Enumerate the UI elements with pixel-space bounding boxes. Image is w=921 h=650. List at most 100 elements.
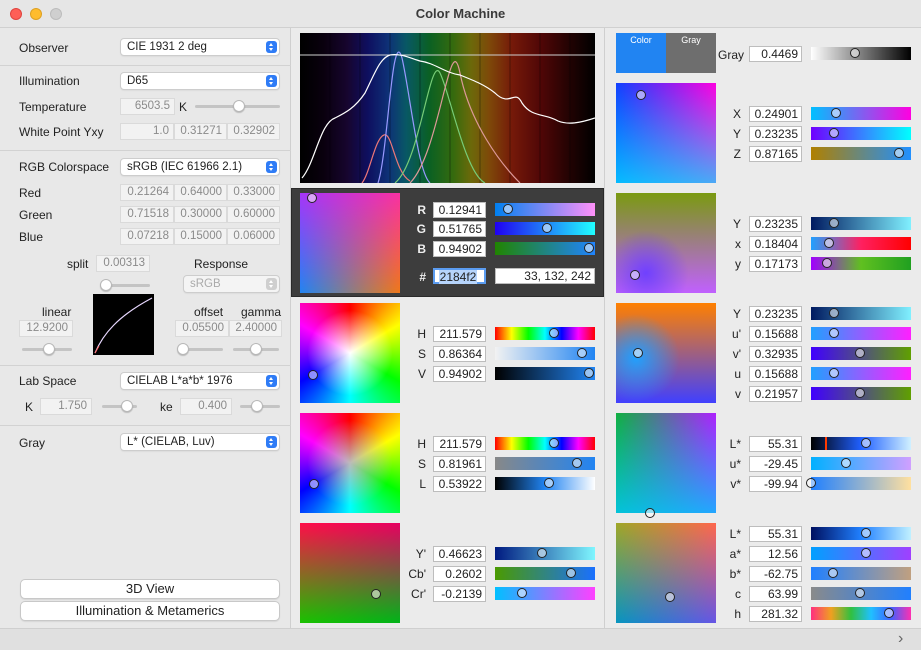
hsv-s-knob[interactable] xyxy=(577,348,587,358)
yxy-x-field[interactable]: 0.18404 xyxy=(749,236,802,252)
hsv-s-field[interactable]: 0.86364 xyxy=(433,346,486,362)
close-window-button[interactable] xyxy=(10,8,22,20)
hsv-h-field[interactable]: 211.579 xyxy=(433,326,486,342)
gray-value-slider[interactable] xyxy=(811,47,911,60)
yxy-pad-marker[interactable] xyxy=(630,270,640,280)
lab-space-select[interactable]: CIELAB L*a*b* 1976 xyxy=(120,372,280,390)
ycbcr-pad-marker[interactable] xyxy=(371,589,381,599)
luv-u-slider[interactable] xyxy=(811,457,911,470)
k-slider-knob[interactable] xyxy=(121,400,133,412)
yuv-color-pad[interactable] xyxy=(616,303,716,403)
yuv-v-knob[interactable] xyxy=(855,388,865,398)
lab-h-field[interactable]: 281.32 xyxy=(749,606,802,622)
luv-pad-marker[interactable] xyxy=(645,508,655,518)
yxy-y-field[interactable]: 0.17173 xyxy=(749,256,802,272)
lab-L-knob[interactable] xyxy=(861,528,871,538)
lab-b-knob[interactable] xyxy=(828,568,838,578)
hsv-s-slider[interactable] xyxy=(495,347,595,360)
offset-slider-knob[interactable] xyxy=(177,343,189,355)
hsv-v-field[interactable]: 0.94902 xyxy=(433,366,486,382)
luv-v-knob[interactable] xyxy=(806,478,816,488)
xyz-y-field[interactable]: 0.23235 xyxy=(749,126,802,142)
illumination-select[interactable]: D65 xyxy=(120,72,280,90)
rgb-pad-marker[interactable] xyxy=(307,193,317,203)
minimize-window-button[interactable] xyxy=(30,8,42,20)
offset-slider[interactable] xyxy=(178,348,223,351)
ycbcr-cb-field[interactable]: 0.2602 xyxy=(433,566,486,582)
yuv-v-slider[interactable] xyxy=(811,387,911,400)
hex-field[interactable]: 2184f2 xyxy=(433,268,486,284)
lab-L-field[interactable]: 55.31 xyxy=(749,526,802,542)
hsl-s-knob[interactable] xyxy=(572,458,582,468)
xyz-pad-marker[interactable] xyxy=(636,90,646,100)
yuv-Y-field[interactable]: 0.23235 xyxy=(749,306,802,322)
lab-b-field[interactable]: -62.75 xyxy=(749,566,802,582)
hsl-pad-marker[interactable] xyxy=(309,479,319,489)
yxy-Y-knob[interactable] xyxy=(829,218,839,228)
hsv-h-knob[interactable] xyxy=(549,328,559,338)
yuv-pad-marker[interactable] xyxy=(633,348,643,358)
split-slider-knob[interactable] xyxy=(100,279,112,291)
hsl-l-slider[interactable] xyxy=(495,477,595,490)
luv-L-knob[interactable] xyxy=(861,438,871,448)
lab-c-field[interactable]: 63.99 xyxy=(749,586,802,602)
xyz-x-field[interactable]: 0.24901 xyxy=(749,106,802,122)
r-gradient-slider[interactable] xyxy=(495,203,595,216)
ycbcr-cr-knob[interactable] xyxy=(517,588,527,598)
hsv-color-pad[interactable] xyxy=(300,303,400,403)
hsl-s-field[interactable]: 0.81961 xyxy=(433,456,486,472)
yxy-y-slider[interactable] xyxy=(811,257,911,270)
k-slider[interactable] xyxy=(102,405,137,408)
lab-a-knob[interactable] xyxy=(861,548,871,558)
yxy-Y-field[interactable]: 0.23235 xyxy=(749,216,802,232)
gray-select[interactable]: L* (CIELAB, Luv) xyxy=(120,433,280,451)
linear-slider-knob[interactable] xyxy=(43,343,55,355)
yuv-v-field[interactable]: 0.21957 xyxy=(749,386,802,402)
xyz-z-field[interactable]: 0.87165 xyxy=(749,146,802,162)
hsv-h-slider[interactable] xyxy=(495,327,595,340)
yuv-vprime-slider[interactable] xyxy=(811,347,911,360)
rgb-colorspace-select[interactable]: sRGB (IEC 61966 2.1) xyxy=(120,158,280,176)
yuv-Y-slider[interactable] xyxy=(811,307,911,320)
yuv-u-field[interactable]: 0.15688 xyxy=(749,366,802,382)
ycbcr-cr-field[interactable]: -0.2139 xyxy=(433,586,486,602)
ke-slider-knob[interactable] xyxy=(251,400,263,412)
yxy-x-knob[interactable] xyxy=(824,238,834,248)
yuv-Y-knob[interactable] xyxy=(829,308,839,318)
xyz-z-slider[interactable] xyxy=(811,147,911,160)
r-slider-knob[interactable] xyxy=(503,204,513,214)
response-select[interactable]: sRGB xyxy=(183,275,280,293)
ycbcr-y-slider[interactable] xyxy=(495,547,595,560)
gamma-slider-knob[interactable] xyxy=(250,343,262,355)
yxy-y-knob[interactable] xyxy=(822,258,832,268)
hsl-color-pad[interactable] xyxy=(300,413,400,513)
rgb-triplet-field[interactable]: 33, 132, 242 xyxy=(495,268,595,284)
xyz-y-slider[interactable] xyxy=(811,127,911,140)
xyz-color-pad[interactable] xyxy=(616,83,716,183)
luv-u-knob[interactable] xyxy=(841,458,851,468)
luv-color-pad[interactable] xyxy=(616,413,716,518)
hsl-l-field[interactable]: 0.53922 xyxy=(433,476,486,492)
lab-h-slider[interactable] xyxy=(811,607,911,620)
xyz-y-knob[interactable] xyxy=(829,128,839,138)
hsv-pad-marker[interactable] xyxy=(308,370,318,380)
yxy-color-pad[interactable] xyxy=(616,193,716,293)
luv-v-field[interactable]: -99.94 xyxy=(749,476,802,492)
yuv-u-knob[interactable] xyxy=(829,368,839,378)
luv-u-field[interactable]: -29.45 xyxy=(749,456,802,472)
view-3d-button[interactable]: 3D View xyxy=(20,579,280,599)
lab-color-pad[interactable] xyxy=(616,523,716,623)
observer-select[interactable]: CIE 1931 2 deg xyxy=(120,38,280,56)
yxy-Y-slider[interactable] xyxy=(811,217,911,230)
lab-b-slider[interactable] xyxy=(811,567,911,580)
chevron-right-icon[interactable]: › xyxy=(898,630,904,647)
b-gradient-slider[interactable] xyxy=(495,242,595,255)
gray-value-field[interactable]: 0.4469 xyxy=(749,46,802,62)
ycbcr-cb-knob[interactable] xyxy=(566,568,576,578)
yuv-uprime-knob[interactable] xyxy=(829,328,839,338)
ycbcr-cr-slider[interactable] xyxy=(495,587,595,600)
yxy-x-slider[interactable] xyxy=(811,237,911,250)
lab-c-knob[interactable] xyxy=(855,588,865,598)
hsl-l-knob[interactable] xyxy=(544,478,554,488)
gray-value-knob[interactable] xyxy=(850,48,860,58)
